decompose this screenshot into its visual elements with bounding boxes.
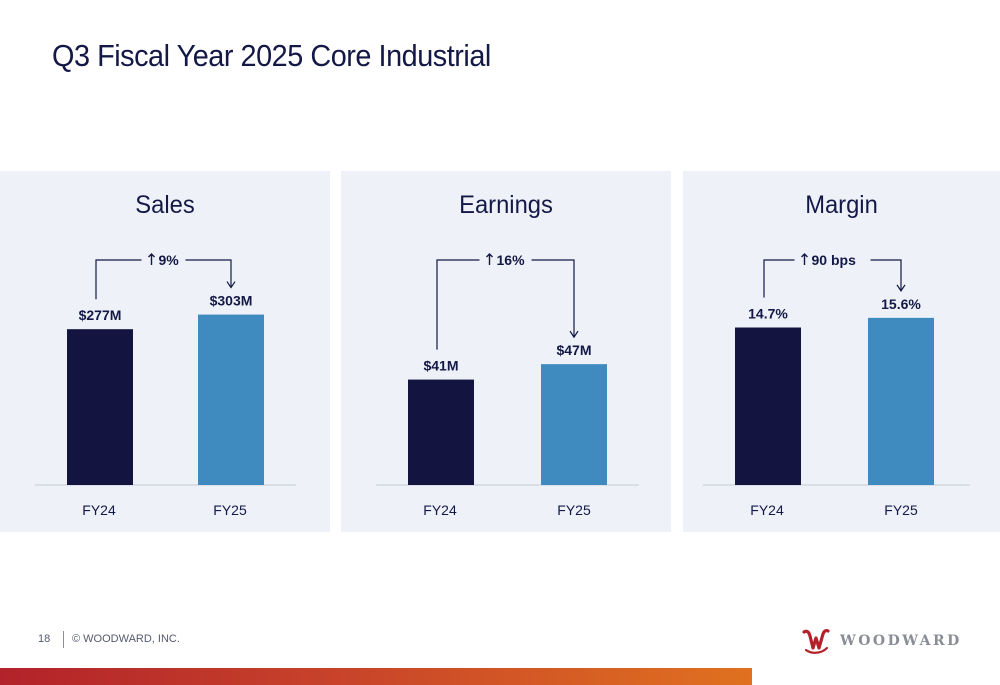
bar-fy25 [868, 317, 934, 485]
arrow-up-icon [486, 253, 493, 265]
data-label: 14.7% [748, 306, 788, 322]
data-label: 15.6% [881, 296, 921, 312]
data-label: $41M [423, 358, 458, 374]
x-tick-label: FY24 [82, 502, 116, 518]
x-tick-label: FY25 [213, 502, 247, 518]
sales-chart: $277M FY24 $303M FY25 9% [35, 252, 296, 518]
copyright-text: © WOODWARD, INC. [72, 633, 180, 645]
chart-title: Sales [135, 191, 195, 219]
margin-chart-panel: Margin 14.7% FY24 15.6% FY25 90 bps [683, 171, 1000, 532]
footer-divider [63, 631, 64, 648]
brand-name: WOODWARD [840, 633, 962, 649]
bar-fy24 [67, 329, 133, 485]
arrow-up-icon [148, 253, 155, 265]
bar-fy24 [408, 379, 474, 485]
arrow-down-icon [569, 330, 579, 339]
chart-title: Earnings [459, 191, 553, 219]
accent-bar [0, 668, 752, 685]
earnings-chart-panel: Earnings $41M FY24 $47M FY25 16% [341, 171, 671, 532]
change-label: 90 bps [812, 252, 857, 268]
bar-fy25 [198, 314, 264, 485]
bar-fy25 [541, 364, 607, 485]
sales-chart-panel: Sales $277M FY24 $303M FY25 9% [0, 171, 330, 532]
change-label: 9% [159, 252, 180, 268]
change-label: 16% [497, 252, 526, 268]
x-tick-label: FY24 [423, 502, 457, 518]
woodward-logo: WOODWARD [801, 626, 962, 656]
page-number: 18 [38, 633, 51, 645]
arrow-up-icon [801, 253, 808, 265]
bar-fy24 [735, 327, 801, 485]
change-bracket [95, 259, 232, 300]
page-title: Q3 Fiscal Year 2025 Core Industrial [52, 38, 491, 73]
x-tick-label: FY25 [884, 502, 918, 518]
x-tick-label: FY24 [750, 502, 784, 518]
earnings-chart: $41M FY24 $47M FY25 16% [376, 252, 639, 518]
margin-chart: 14.7% FY24 15.6% FY25 90 bps [703, 252, 970, 518]
data-label: $47M [556, 342, 591, 358]
change-bracket [436, 259, 575, 350]
arrow-down-icon [226, 281, 236, 289]
arrow-down-icon [896, 284, 906, 292]
change-bracket [763, 259, 902, 298]
chart-title: Margin [805, 191, 878, 219]
data-label: $277M [79, 307, 122, 323]
woodward-logo-icon [802, 629, 830, 654]
x-tick-label: FY25 [557, 502, 591, 518]
data-label: $303M [210, 293, 253, 309]
